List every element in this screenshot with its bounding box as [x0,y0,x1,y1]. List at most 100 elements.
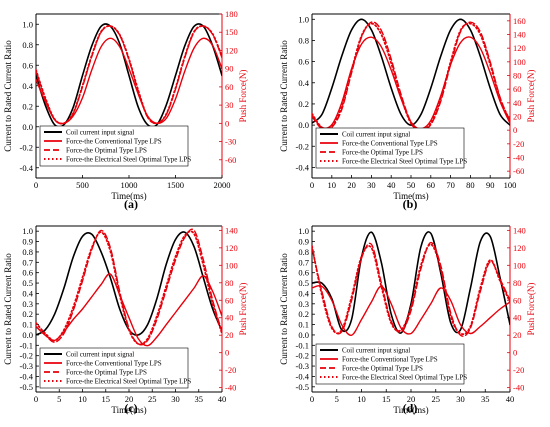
y-left-tick-label: 0.5 [22,278,33,288]
y-left-tick-label: 0.6 [298,268,309,278]
y-right-tick-label: 40 [513,98,522,108]
y-axis-label-right: Push Force(N) [526,283,536,336]
y-left-tick-label: -0.3 [296,361,309,371]
x-tick-label: 15 [382,394,391,404]
y-right-tick-label: -30 [225,137,236,147]
series-line-3 [36,25,222,125]
x-tick-label: 10 [357,394,366,404]
legend-box [39,125,189,167]
y-left-tick-label: 1.0 [22,19,33,29]
series-line-1 [36,273,222,347]
series-line-3 [312,22,510,132]
y-axis-label-left: Current to Rated Current Ratio [3,253,13,365]
y-right-tick-label: 80 [513,71,522,81]
y-left-tick-label: -0.5 [20,382,33,392]
x-tick-label: 0 [310,394,314,404]
x-tick-label: 20 [407,394,416,404]
x-axis-label: Time(ms) [393,405,428,415]
legend-label-3: Force-the Electrical Steel Optimal Type … [66,378,191,386]
y-left-tick-label: 0.4 [22,81,33,91]
x-tick-label: 90 [486,180,495,190]
legend-box [39,347,189,389]
y-left-tick-label: 0.0 [22,122,33,132]
legend-label-1: Force-the Conventional Type LPS [342,140,438,148]
y-left-tick-label: -0.4 [296,371,310,381]
series-line-2 [312,241,510,337]
y-right-tick-label: -60 [513,166,524,176]
y-right-tick-label: 40 [513,313,522,323]
y-right-tick-label: -40 [513,383,524,393]
y-right-tick-label: 60 [513,84,522,94]
x-tick-label: 60 [427,180,436,190]
x-tick-label: 15 [102,394,111,404]
y-left-tick-label: 0.1 [298,320,309,330]
y-left-tick-label: -0.2 [20,351,33,361]
series-line-2 [312,21,510,131]
y-left-tick-label: -0.5 [296,382,309,392]
y-left-tick-label: -0.4 [296,162,310,172]
y-left-tick-label: 0.7 [22,257,33,267]
y-left-tick-label: 0.0 [298,330,309,340]
x-axis-label: Time(ms) [111,191,146,201]
x-tick-label: 35 [481,394,490,404]
y-left-tick-label: 0.9 [298,237,309,247]
y-left-tick-label: 0.6 [22,60,33,70]
y-left-tick-label: 0.3 [298,299,309,309]
y-left-tick-label: 0.2 [298,99,309,109]
y-axis-label-right: Push Force(N) [526,70,536,123]
series-line-0 [312,231,510,334]
x-tick-label: 2000 [214,180,231,190]
y-left-tick-label: 1.0 [298,14,309,24]
y-right-tick-label: 90 [225,64,234,74]
y-right-tick-label: 20 [225,330,234,340]
panel-label: (c) [124,401,137,415]
y-left-tick-label: 0.4 [298,78,309,88]
y-left-tick-label: 0.8 [298,247,309,257]
x-tick-label: 25 [432,394,441,404]
y-right-tick-label: 100 [225,260,238,270]
y-right-tick-label: 40 [225,313,234,323]
x-tick-label: 5 [335,394,339,404]
y-left-tick-label: 0.2 [22,309,33,319]
x-tick-label: 500 [76,180,89,190]
y-right-tick-label: 80 [225,278,234,288]
series-line-1 [312,284,510,336]
series-line-3 [36,230,222,346]
y-right-tick-label: 140 [225,225,238,235]
x-tick-label: 30 [171,394,180,404]
legend-label-2: Force-the Optimal Type LPS [66,147,147,155]
x-tick-label: 20 [125,394,134,404]
y-right-tick-label: 160 [513,16,526,26]
y-left-tick-label: 0.8 [298,35,309,45]
y-left-tick-label: 0.6 [298,57,309,67]
legend-label-1: Force-the Conventional Type LPS [342,356,438,364]
y-left-tick-label: -0.2 [296,141,309,151]
x-tick-label: 100 [504,180,517,190]
legend-label-3: Force-the Electrical Steel Optimal Type … [342,158,467,166]
legend-label-0: Coil current input signal [342,347,410,355]
y-left-tick-label: 0.0 [298,120,309,130]
series-line-3 [312,243,510,336]
x-tick-label: 0 [310,180,314,190]
y-right-tick-label: -20 [513,139,524,149]
x-tick-label: 50 [407,180,416,190]
chart-panel-a: 0 500 1000 1500 2000-0.4-0.20.00.20.40.60.81… [3,9,248,211]
y-right-tick-label: -20 [513,365,524,375]
legend-label-2: Force-the Optimal Type LPS [342,365,423,373]
y-left-tick-label: 1.0 [298,226,309,236]
chart-panel-b: 0 10 20 30 40 50 60 70 80 90 100 -0.4 -0.2 0.0 0.2 0.4 0… [279,13,536,211]
x-tick-label: 0 [34,180,38,190]
legend-box [315,127,465,169]
series-line-0 [36,231,222,336]
y-left-tick-label: 0.5 [298,278,309,288]
y-left-tick-label: 0.7 [298,257,309,267]
legend-label-3: Force-the Electrical Steel Optimal Type … [66,156,191,164]
y-right-tick-label: 180 [225,9,238,19]
y-left-tick-label: 0.0 [22,330,33,340]
y-right-tick-label: 120 [225,243,238,253]
y-left-tick-label: -0.1 [296,340,309,350]
x-tick-label: 5 [57,394,61,404]
y-right-tick-label: 0 [513,125,517,135]
